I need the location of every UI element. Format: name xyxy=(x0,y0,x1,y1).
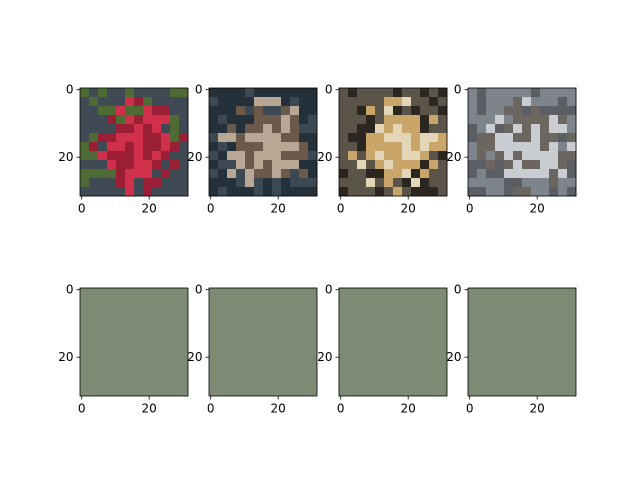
y-tick-label: 20 xyxy=(187,350,202,364)
image-thumbnail xyxy=(80,288,188,396)
y-tick-label: 20 xyxy=(317,350,332,364)
x-tick-label: 0 xyxy=(207,202,215,216)
image-thumbnail xyxy=(339,288,447,396)
x-tick-label: 0 xyxy=(207,402,215,416)
x-tick-label: 0 xyxy=(337,202,345,216)
y-tick-label: 0 xyxy=(195,283,203,297)
x-tick-label: 0 xyxy=(337,402,345,416)
y-tick-label: 0 xyxy=(454,283,462,297)
y-tick-label: 0 xyxy=(66,83,74,97)
axes-frame xyxy=(208,287,318,397)
image-thumbnail xyxy=(80,88,189,197)
x-tick-label: 20 xyxy=(271,202,286,216)
y-tick-label: 0 xyxy=(66,283,74,297)
subplot-4: 0 20 0 20 xyxy=(446,83,577,216)
x-tick-label: 20 xyxy=(530,402,545,416)
axes-frame xyxy=(338,287,448,397)
axes-frame xyxy=(208,87,318,197)
image-thumbnail xyxy=(468,288,576,396)
subplot-1: 0 20 0 20 xyxy=(58,83,189,216)
x-tick-label: 20 xyxy=(401,402,416,416)
axes-frame xyxy=(338,87,448,197)
y-tick-label: 20 xyxy=(58,350,73,364)
image-thumbnail xyxy=(209,288,317,396)
y-tick-label: 20 xyxy=(58,150,73,164)
image-thumbnail xyxy=(339,88,448,197)
x-tick-label: 20 xyxy=(530,202,545,216)
x-tick-label: 0 xyxy=(466,202,474,216)
x-tick-label: 0 xyxy=(78,402,86,416)
y-tick-label: 0 xyxy=(325,83,333,97)
y-tick-label: 20 xyxy=(446,350,461,364)
axes-frame xyxy=(467,87,577,197)
subplot-2: 0 20 0 20 xyxy=(187,83,318,216)
image-thumbnail xyxy=(468,88,577,197)
x-tick-label: 20 xyxy=(142,202,157,216)
x-tick-label: 0 xyxy=(78,202,86,216)
x-tick-label: 20 xyxy=(142,402,157,416)
subplot-6: 0 20 0 20 xyxy=(187,283,318,416)
subplot-3: 0 20 0 20 xyxy=(317,83,448,216)
x-tick-label: 0 xyxy=(466,402,474,416)
y-tick-label: 20 xyxy=(317,150,332,164)
x-tick-label: 20 xyxy=(271,402,286,416)
subplot-5: 0 20 0 20 xyxy=(58,283,189,416)
y-tick-label: 0 xyxy=(195,83,203,97)
axes-frame xyxy=(79,287,189,397)
y-tick-label: 0 xyxy=(325,283,333,297)
axes-frame xyxy=(79,87,189,197)
subplot-8: 0 20 0 20 xyxy=(446,283,577,416)
y-tick-label: 20 xyxy=(187,150,202,164)
subplot-7: 0 20 0 20 xyxy=(317,283,448,416)
y-tick-label: 0 xyxy=(454,83,462,97)
image-thumbnail xyxy=(209,88,318,197)
axes-frame xyxy=(467,287,577,397)
x-tick-label: 20 xyxy=(401,202,416,216)
y-tick-label: 20 xyxy=(446,150,461,164)
